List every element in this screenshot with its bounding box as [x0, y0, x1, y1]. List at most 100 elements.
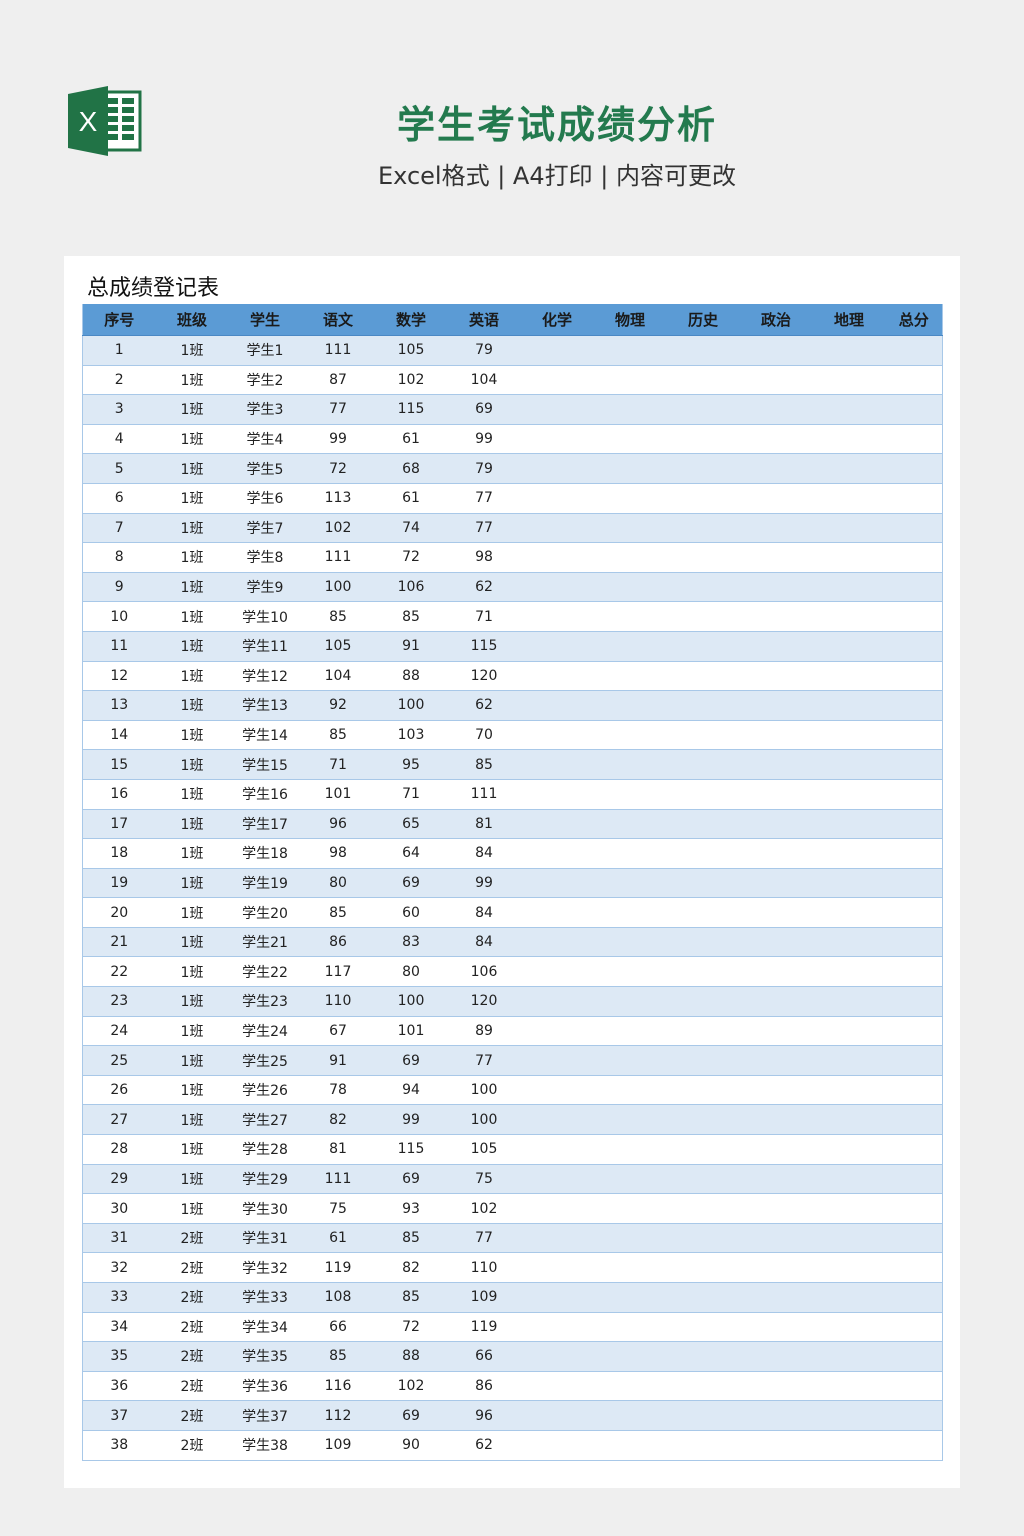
table-cell[interactable]	[666, 483, 740, 514]
table-cell[interactable]: 91	[374, 631, 448, 662]
table-cell[interactable]	[812, 394, 886, 425]
table-cell[interactable]: 学生13	[228, 690, 302, 721]
table-cell[interactable]: 1班	[155, 601, 229, 632]
table-cell[interactable]	[885, 1075, 943, 1106]
table-cell[interactable]: 1班	[155, 868, 229, 899]
table-cell[interactable]: 30	[82, 1193, 156, 1224]
table-cell[interactable]: 学生33	[228, 1282, 302, 1313]
table-cell[interactable]	[666, 572, 740, 603]
table-cell[interactable]: 2班	[155, 1371, 229, 1402]
table-cell[interactable]	[739, 365, 813, 396]
table-cell[interactable]	[593, 453, 667, 484]
table-cell[interactable]	[812, 1430, 886, 1461]
table-cell[interactable]	[885, 1223, 943, 1254]
table-cell[interactable]	[885, 1282, 943, 1313]
table-cell[interactable]	[593, 601, 667, 632]
table-cell[interactable]: 学生38	[228, 1430, 302, 1461]
table-cell[interactable]	[593, 1341, 667, 1372]
table-cell[interactable]: 29	[82, 1164, 156, 1195]
table-cell[interactable]: 100	[447, 1075, 521, 1106]
table-cell[interactable]	[739, 779, 813, 810]
table-cell[interactable]	[812, 572, 886, 603]
table-cell[interactable]: 108	[301, 1282, 375, 1313]
table-cell[interactable]	[666, 1134, 740, 1165]
table-cell[interactable]: 68	[374, 453, 448, 484]
table-cell[interactable]	[812, 897, 886, 928]
table-cell[interactable]	[520, 1223, 594, 1254]
table-cell[interactable]: 1班	[155, 453, 229, 484]
table-cell[interactable]: 88	[374, 1341, 448, 1372]
table-cell[interactable]	[520, 779, 594, 810]
table-cell[interactable]: 69	[374, 1164, 448, 1195]
table-cell[interactable]: 111	[301, 1164, 375, 1195]
table-cell[interactable]	[885, 868, 943, 899]
table-cell[interactable]: 61	[374, 483, 448, 514]
table-cell[interactable]: 学生11	[228, 631, 302, 662]
table-cell[interactable]	[520, 513, 594, 544]
table-cell[interactable]: 101	[374, 1016, 448, 1047]
table-cell[interactable]: 96	[301, 809, 375, 840]
table-cell[interactable]: 3	[82, 394, 156, 425]
table-cell[interactable]	[520, 749, 594, 780]
table-cell[interactable]	[666, 1341, 740, 1372]
table-cell[interactable]: 1班	[155, 1104, 229, 1136]
table-cell[interactable]	[520, 601, 594, 632]
table-cell[interactable]: 119	[301, 1252, 375, 1283]
table-cell[interactable]	[666, 1045, 740, 1076]
table-cell[interactable]: 72	[374, 1312, 448, 1343]
table-cell[interactable]: 学生12	[228, 661, 302, 692]
table-cell[interactable]	[885, 453, 943, 484]
table-cell[interactable]: 120	[447, 986, 521, 1017]
table-cell[interactable]	[812, 1223, 886, 1254]
column-header[interactable]: 数学	[374, 304, 448, 336]
table-cell[interactable]	[520, 394, 594, 425]
table-cell[interactable]	[739, 749, 813, 780]
table-cell[interactable]: 64	[374, 838, 448, 869]
table-cell[interactable]	[885, 1045, 943, 1076]
table-cell[interactable]	[520, 1193, 594, 1224]
table-cell[interactable]	[885, 631, 943, 662]
table-cell[interactable]	[593, 690, 667, 721]
table-cell[interactable]: 62	[447, 572, 521, 603]
table-cell[interactable]	[885, 897, 943, 928]
table-cell[interactable]: 100	[301, 572, 375, 603]
table-cell[interactable]: 23	[82, 986, 156, 1017]
table-cell[interactable]: 71	[374, 779, 448, 810]
table-cell[interactable]: 85	[301, 1341, 375, 1372]
table-cell[interactable]	[593, 513, 667, 544]
table-cell[interactable]: 学生22	[228, 956, 302, 988]
table-cell[interactable]: 1班	[155, 838, 229, 869]
table-cell[interactable]	[666, 1400, 740, 1431]
table-cell[interactable]	[885, 542, 943, 573]
table-cell[interactable]	[739, 453, 813, 484]
table-cell[interactable]: 学生31	[228, 1223, 302, 1254]
table-cell[interactable]: 84	[447, 897, 521, 928]
table-cell[interactable]	[739, 1075, 813, 1106]
table-cell[interactable]: 2班	[155, 1252, 229, 1283]
table-cell[interactable]	[666, 868, 740, 899]
table-cell[interactable]: 120	[447, 661, 521, 692]
table-cell[interactable]: 84	[447, 838, 521, 869]
table-cell[interactable]	[593, 956, 667, 988]
table-cell[interactable]	[739, 335, 813, 366]
table-cell[interactable]	[666, 542, 740, 573]
table-cell[interactable]: 4	[82, 424, 156, 455]
table-cell[interactable]	[593, 1223, 667, 1254]
table-cell[interactable]	[739, 394, 813, 425]
table-cell[interactable]	[812, 1400, 886, 1431]
table-cell[interactable]	[739, 572, 813, 603]
table-cell[interactable]	[812, 1075, 886, 1106]
table-cell[interactable]: 学生27	[228, 1104, 302, 1136]
table-cell[interactable]: 28	[82, 1134, 156, 1165]
table-cell[interactable]: 74	[374, 513, 448, 544]
table-cell[interactable]	[520, 1252, 594, 1283]
table-cell[interactable]: 102	[374, 1371, 448, 1402]
table-cell[interactable]	[739, 690, 813, 721]
table-cell[interactable]	[812, 956, 886, 988]
table-cell[interactable]	[666, 1016, 740, 1047]
table-cell[interactable]	[593, 394, 667, 425]
table-cell[interactable]: 69	[374, 1045, 448, 1076]
table-cell[interactable]: 学生34	[228, 1312, 302, 1343]
table-cell[interactable]: 1班	[155, 809, 229, 840]
table-cell[interactable]: 66	[301, 1312, 375, 1343]
